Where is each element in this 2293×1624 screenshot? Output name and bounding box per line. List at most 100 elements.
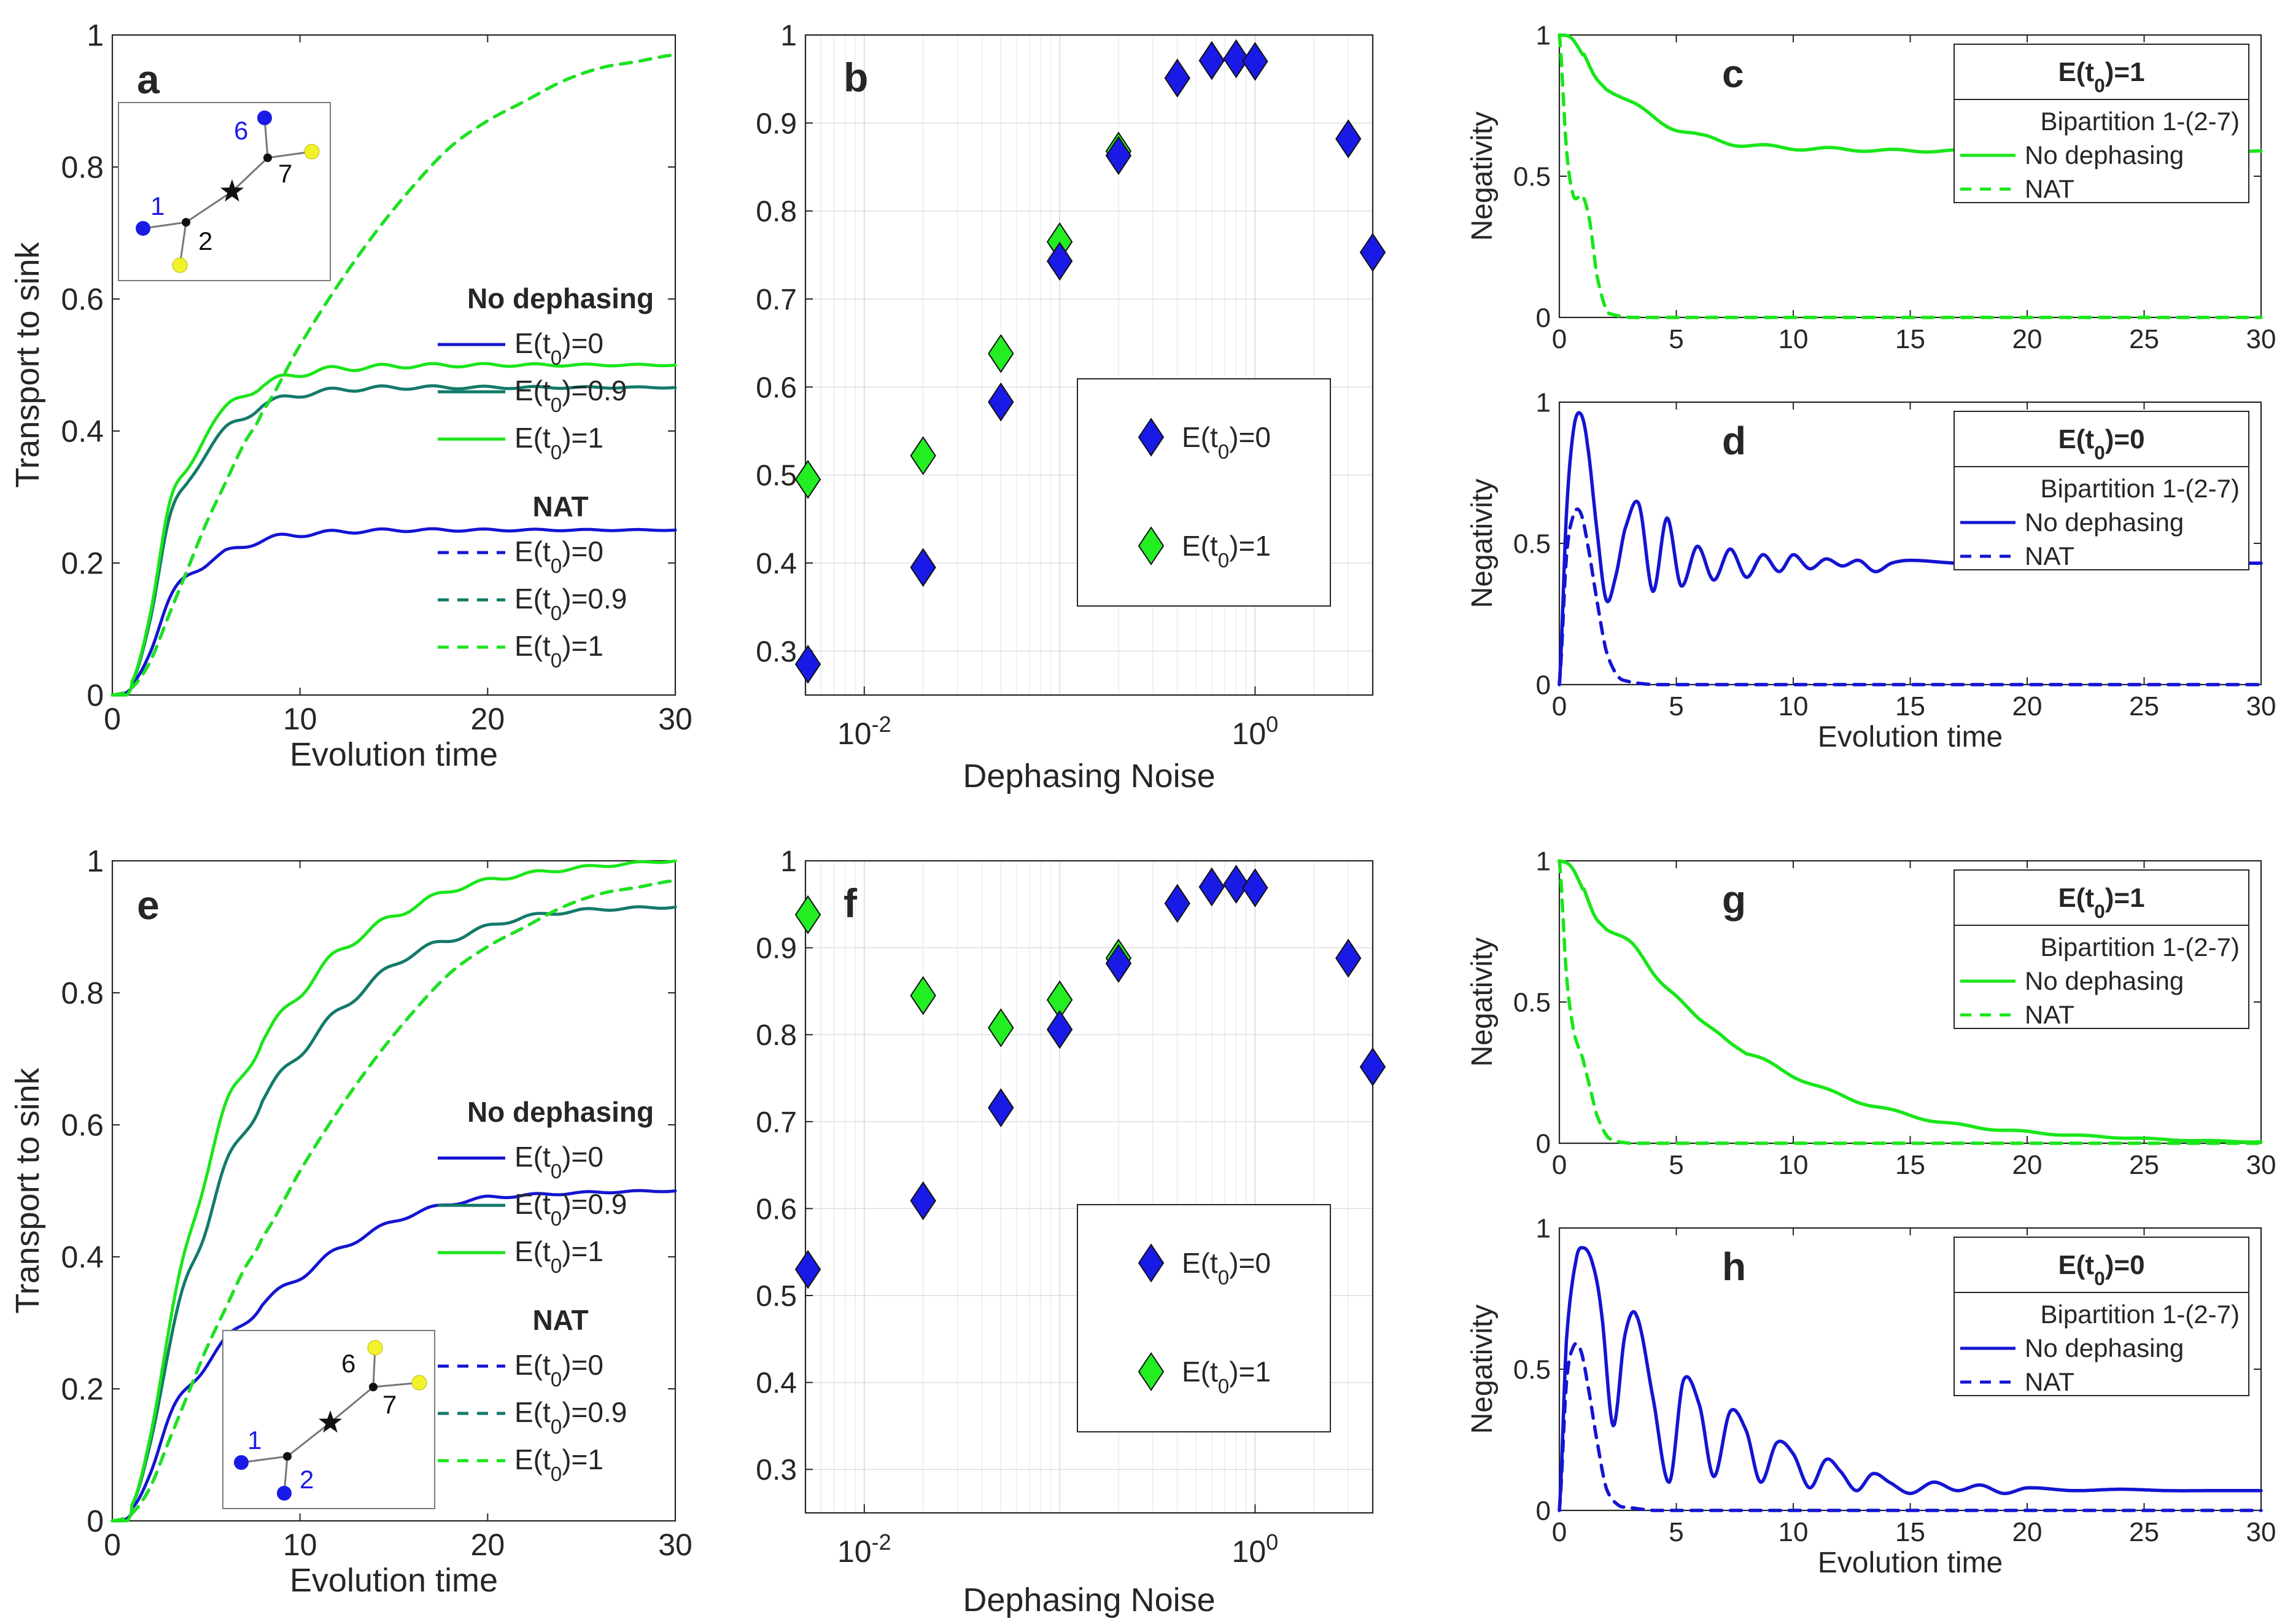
series-points <box>794 864 1386 1289</box>
y-tick-label: 0.5 <box>1513 1354 1551 1385</box>
data-point <box>1138 526 1165 565</box>
series-points <box>794 39 1386 684</box>
series-line <box>1558 859 2263 1145</box>
x-axis-label: Dephasing Noise <box>963 758 1215 795</box>
y-tick-label: 1 <box>1536 20 1551 50</box>
legend-box <box>1077 378 1331 607</box>
data-point <box>988 382 1014 422</box>
x-tick-label: 15 <box>1895 1517 1925 1547</box>
panel-label: g <box>1722 877 1746 922</box>
data-point <box>1359 233 1386 272</box>
data-point <box>794 1249 821 1289</box>
inset-node <box>263 153 272 162</box>
x-tick-label: 0 <box>1552 324 1567 354</box>
y-tick-label: 0.7 <box>756 1106 797 1139</box>
legend-subtitle: Bipartition 1-(2-7) <box>2041 933 2240 962</box>
data-point <box>1138 1243 1165 1283</box>
x-tick-label: 5 <box>1669 1517 1683 1547</box>
data-point <box>1223 864 1249 904</box>
legend-subtitle: Bipartition 1-(2-7) <box>2041 107 2240 136</box>
x-tick-label: 30 <box>2246 1517 2276 1547</box>
legend-box <box>1077 1204 1331 1432</box>
x-tick-label: 30 <box>2246 691 2276 721</box>
inset-node <box>369 1383 378 1391</box>
y-tick-label: 1 <box>780 20 797 52</box>
x-tick-label: 100 <box>1232 1529 1279 1569</box>
data-point <box>1198 867 1225 907</box>
x-tick-label: 20 <box>471 1528 505 1562</box>
y-axis-label: Transport to sink <box>9 1067 46 1313</box>
y-axis-label: Negativity <box>1466 112 1499 241</box>
data-point <box>988 334 1014 373</box>
x-tick-label: 0 <box>104 1528 121 1562</box>
y-tick-label: 0.9 <box>756 107 797 140</box>
series-line <box>111 362 677 697</box>
y-tick-label: 0.5 <box>1513 987 1551 1017</box>
data-point <box>1138 1352 1165 1391</box>
x-tick-label: 10 <box>1779 1150 1809 1180</box>
x-axis-label: Evolution time <box>290 1562 498 1599</box>
inset-edge <box>330 1386 374 1424</box>
data-point <box>1046 241 1073 281</box>
x-tick-label: 20 <box>2012 1517 2043 1547</box>
data-point <box>910 976 936 1016</box>
y-tick-label: 1 <box>780 845 797 878</box>
y-tick-label: 0.8 <box>756 1019 797 1052</box>
y-tick-label: 0 <box>1536 1496 1551 1526</box>
inset-node <box>277 1486 292 1501</box>
series-line <box>111 905 677 1523</box>
legend-box <box>1954 869 2249 1029</box>
x-tick-label: 10-2 <box>837 1529 891 1569</box>
panel-f: 0.3 0.4 0.5 0.6 0.7 0.8 0.9 1 10-2 100 Dephasing N… <box>756 845 1386 1618</box>
data-point <box>1046 1009 1073 1049</box>
y-tick-label: 0.2 <box>61 1372 104 1407</box>
x-tick-label: 30 <box>658 702 693 736</box>
data-point <box>988 1088 1014 1127</box>
legend: E(t0)=0E(t0)=1 <box>1077 378 1331 607</box>
y-tick-label: 0.5 <box>1513 529 1551 559</box>
sink-star-icon <box>319 1410 342 1433</box>
legend-box <box>1954 411 2249 570</box>
inset-node <box>283 1452 292 1461</box>
inset-node <box>304 144 320 160</box>
series-line <box>111 879 677 1523</box>
series-line <box>111 384 677 697</box>
x-tick-label: 100 <box>1232 712 1279 752</box>
legend-group-title: No dephasing <box>467 282 654 314</box>
y-tick-label: 0 <box>1536 670 1551 700</box>
series-line <box>111 53 677 697</box>
x-tick-label: 10 <box>283 702 317 736</box>
x-tick-label: 5 <box>1669 1150 1683 1180</box>
legend-entry: E(t0)=0 <box>514 1349 603 1391</box>
data-point <box>1335 938 1362 978</box>
y-tick-label: 0.6 <box>61 1108 104 1143</box>
y-tick-label: 0 <box>1536 303 1551 333</box>
inset-edge <box>231 157 269 193</box>
x-tick-label: 20 <box>2012 324 2043 354</box>
legend-entry: No dephasing <box>2025 966 2184 995</box>
y-tick-label: 0.5 <box>756 1280 797 1313</box>
data-point <box>988 1008 1014 1047</box>
y-tick-label: 0.5 <box>756 460 797 492</box>
data-point <box>794 645 821 684</box>
legend-subtitle: Bipartition 1-(2-7) <box>2041 474 2240 503</box>
data-point <box>1198 41 1225 80</box>
y-tick-label: 0 <box>87 1504 104 1539</box>
panel-e: 0 10 20 30 0 0.2 0.4 0.6 0.8 1 Evolution time Trans… <box>9 844 693 1599</box>
legend-entry: NAT <box>2025 174 2074 203</box>
y-tick-label: 0.3 <box>756 635 797 668</box>
x-tick-label: 5 <box>1669 691 1683 721</box>
y-tick-label: 0.8 <box>756 196 797 228</box>
inset-edge <box>287 1421 331 1458</box>
y-tick-label: 1 <box>87 18 104 53</box>
legend-entry: No dephasing <box>2025 508 2184 537</box>
legend-group-title: No dephasing <box>467 1096 654 1128</box>
series-line <box>1558 859 2263 1144</box>
inset-node <box>257 111 272 125</box>
series-line <box>1558 1342 2263 1512</box>
data-point <box>1242 42 1268 81</box>
